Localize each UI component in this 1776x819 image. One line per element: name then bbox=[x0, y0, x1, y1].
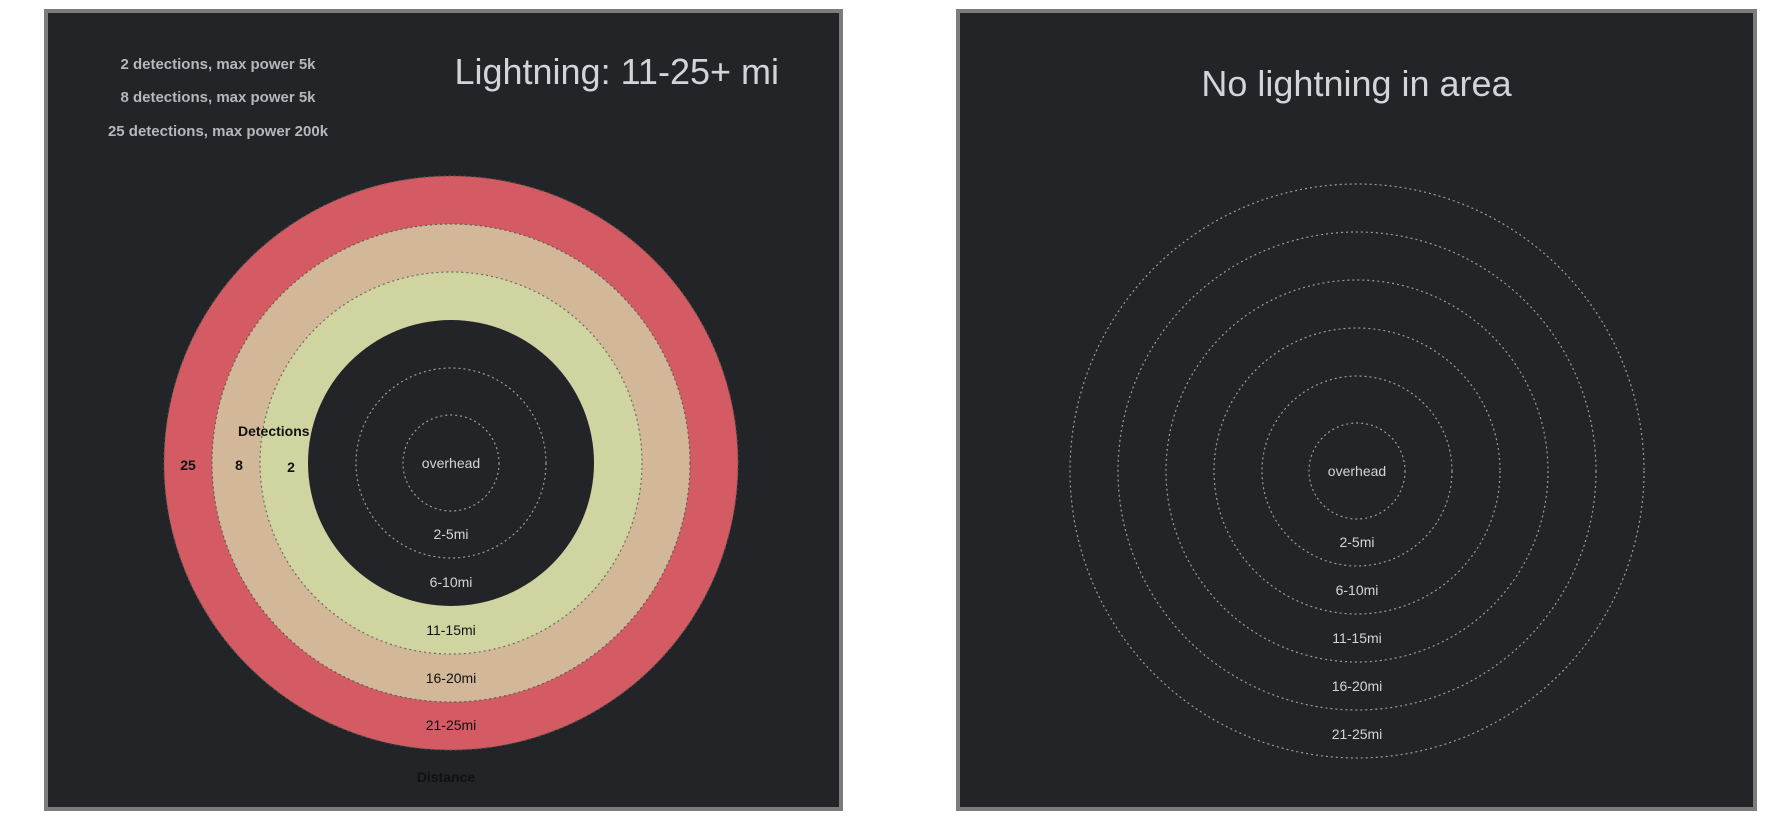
distance-ring-chart: overhead 2-5mi 6-10mi 11-15mi 16-20mi 21… bbox=[163, 175, 739, 785]
distance-axis-label: Distance bbox=[417, 769, 476, 785]
ring-label-16-20mi: 16-20mi bbox=[426, 670, 477, 686]
ring-outline-2-5mi bbox=[402, 414, 500, 512]
ring-label-2-5mi: 2-5mi bbox=[433, 526, 468, 542]
ring-outline-11-15mi bbox=[259, 271, 643, 655]
legend-entry-8-detections: 8 detections, max power 5k bbox=[120, 89, 316, 106]
band-inner-clear bbox=[308, 320, 594, 606]
ring-label-6-10mi: 6-10mi bbox=[1336, 582, 1379, 598]
ring-outline-16-20mi bbox=[1117, 231, 1597, 711]
legend-entry-25-detections: 25 detections, max power 200k bbox=[107, 123, 329, 140]
ring-label-21-25mi: 21-25mi bbox=[1332, 726, 1383, 742]
ring-outline-overhead bbox=[1308, 422, 1406, 520]
lightning-panel-clear: No lightning in area overhead 2-5mi 6-10… bbox=[956, 9, 1757, 811]
lightning-range-title: Lightning: 11-25+ mi bbox=[454, 51, 779, 92]
ring-outline-21-25mi bbox=[163, 175, 739, 751]
ring-label-6-10mi: 6-10mi bbox=[430, 574, 473, 590]
ring-outline-2-5mi bbox=[1261, 375, 1453, 567]
detection-count-21-25mi: 25 bbox=[180, 457, 196, 473]
ring-outline-11-15mi bbox=[1165, 279, 1549, 663]
lightning-panel-active: 2 detections, max power 5k 8 detections,… bbox=[44, 9, 843, 811]
ring-label-21-25mi: 21-25mi bbox=[426, 717, 477, 733]
ring-outline-6-10mi bbox=[1213, 327, 1501, 615]
detections-axis-label: Detections bbox=[238, 423, 310, 439]
no-lightning-title: No lightning in area bbox=[1201, 63, 1512, 104]
legend-entry-2-detections: 2 detections, max power 5k bbox=[120, 56, 316, 73]
detection-count-16-20mi: 8 bbox=[235, 457, 243, 473]
ring-label-overhead: overhead bbox=[1328, 463, 1386, 479]
ring-label-16-20mi: 16-20mi bbox=[1332, 678, 1383, 694]
ring-outline-16-20mi bbox=[211, 223, 691, 703]
ring-outline-6-10mi bbox=[355, 367, 547, 559]
detection-count-11-15mi: 2 bbox=[287, 459, 295, 475]
distance-ring-chart-empty: overhead 2-5mi 6-10mi 11-15mi 16-20mi 21… bbox=[1069, 183, 1645, 759]
ring-label-11-15mi: 11-15mi bbox=[426, 622, 476, 638]
ring-label-overhead: overhead bbox=[422, 455, 480, 471]
ring-label-11-15mi: 11-15mi bbox=[1332, 630, 1382, 646]
ring-outline-21-25mi bbox=[1069, 183, 1645, 759]
ring-label-2-5mi: 2-5mi bbox=[1339, 534, 1374, 550]
